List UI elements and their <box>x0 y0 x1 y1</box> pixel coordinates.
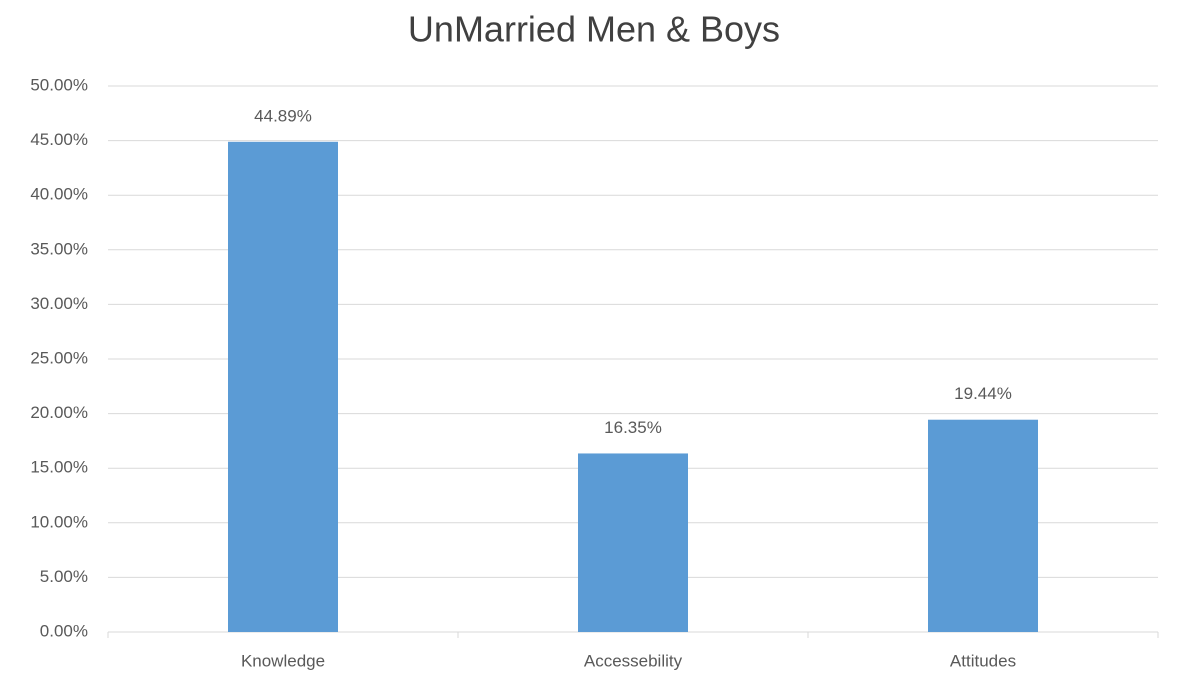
y-tick-label: 35.00% <box>30 239 88 258</box>
chart-title: UnMarried Men & Boys <box>408 9 780 50</box>
data-label: 16.35% <box>604 418 662 437</box>
y-tick-label: 45.00% <box>30 130 88 149</box>
x-tick-label: Attitudes <box>950 651 1016 670</box>
bar <box>228 141 338 632</box>
bar <box>928 419 1038 632</box>
y-tick-label: 10.00% <box>30 512 88 531</box>
y-tick-label: 50.00% <box>30 75 88 94</box>
x-tick-label: Knowledge <box>241 651 325 670</box>
data-label: 44.89% <box>254 106 312 125</box>
bar <box>578 453 688 632</box>
y-tick-label: 25.00% <box>30 348 88 367</box>
data-label: 19.44% <box>954 384 1012 403</box>
y-tick-label: 30.00% <box>30 294 88 313</box>
x-tick-label: Accessebility <box>584 651 683 670</box>
y-tick-label: 40.00% <box>30 185 88 204</box>
y-tick-label: 5.00% <box>40 567 88 586</box>
y-tick-label: 15.00% <box>30 458 88 477</box>
y-tick-label: 20.00% <box>30 403 88 422</box>
y-tick-label: 0.00% <box>40 621 88 640</box>
